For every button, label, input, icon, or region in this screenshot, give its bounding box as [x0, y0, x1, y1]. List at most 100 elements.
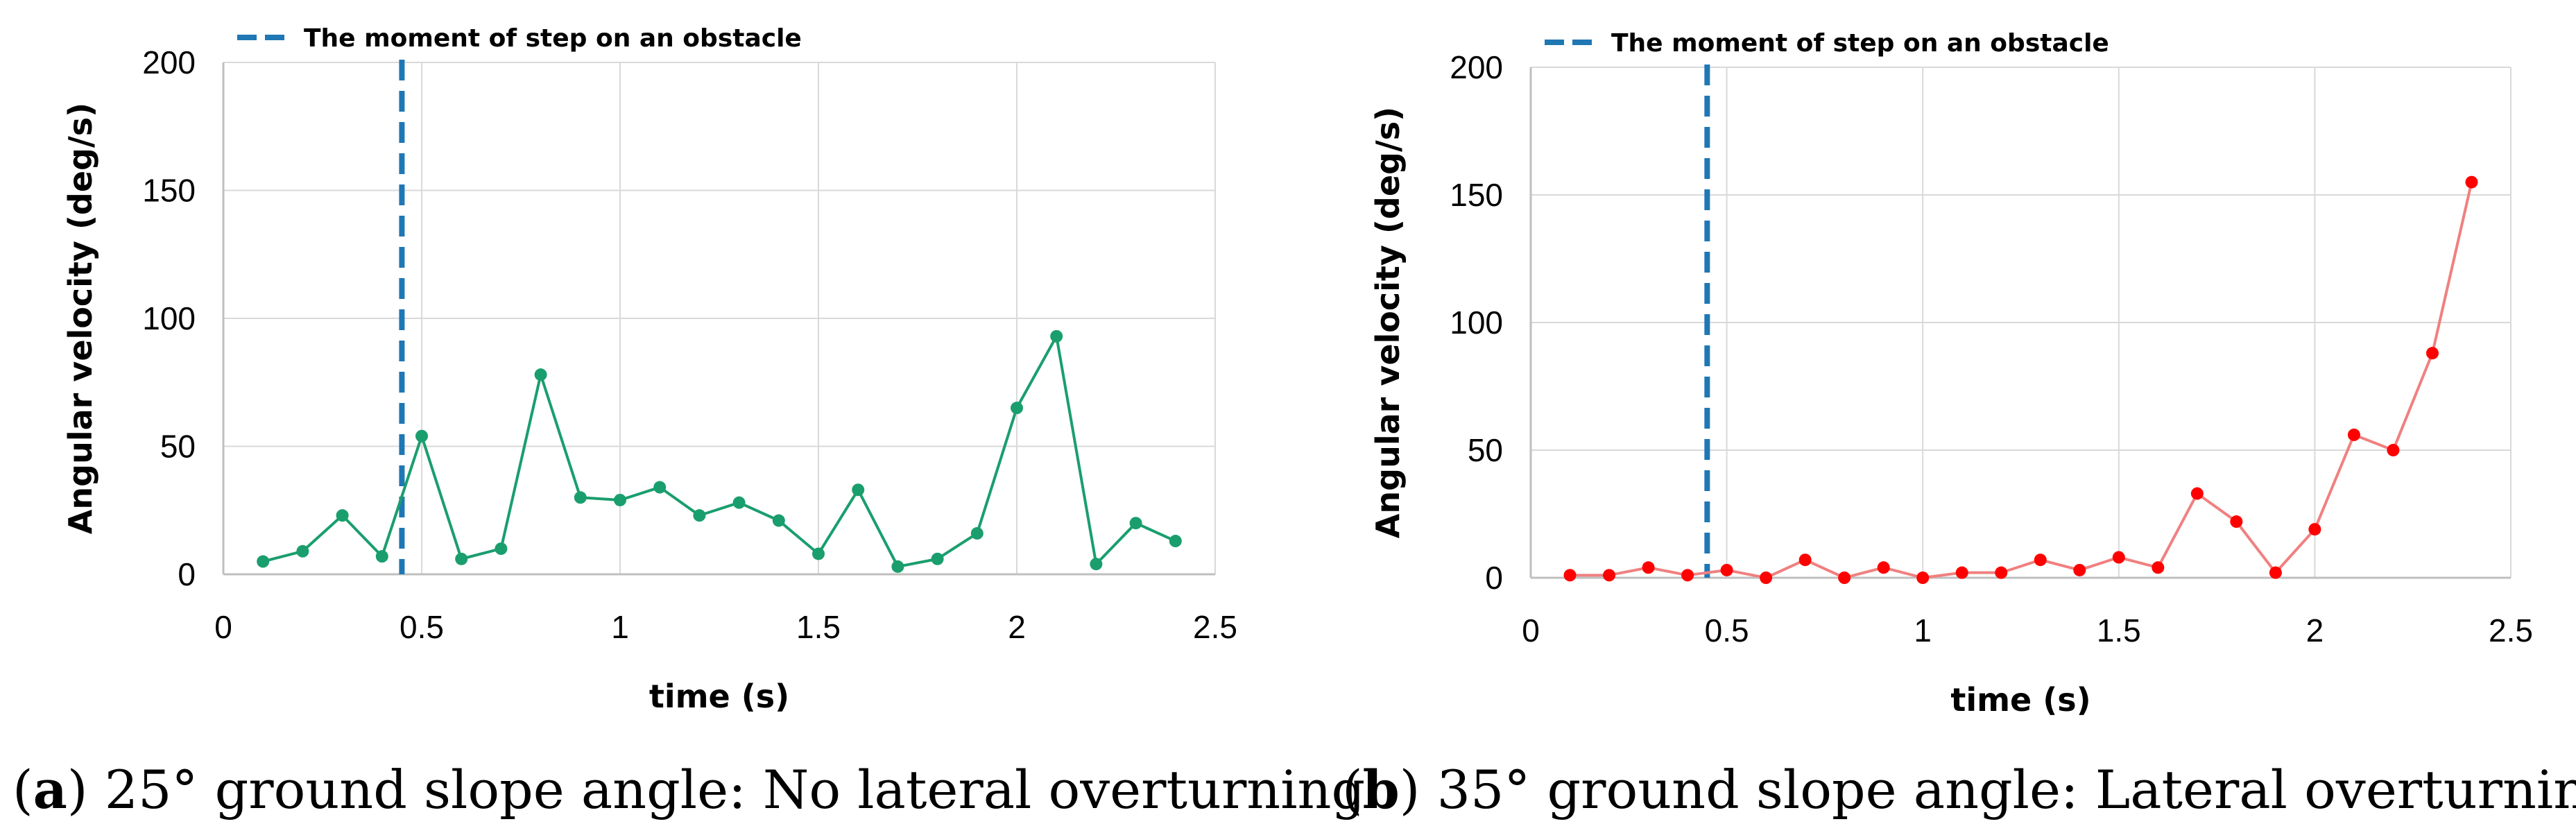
chart-a-x-tick-4: 2	[1008, 609, 1026, 645]
chart-a-point-8	[574, 491, 587, 504]
chart-b-point-21	[2387, 444, 2400, 456]
chart-b-point-15	[2152, 561, 2165, 574]
chart-b-y-tick-3: 150	[1450, 177, 1503, 213]
chart-b-legend-label: The moment of step on an obstacle	[1611, 29, 2109, 58]
chart-b-y-tick-2: 100	[1450, 304, 1503, 341]
chart-b-legend: The moment of step on an obstacle	[1545, 29, 2109, 58]
chart-a-point-9	[614, 493, 626, 506]
chart-b-x-tick-0: 0	[1522, 612, 1540, 649]
chart-b-grid	[1529, 67, 2511, 579]
chart-a-y-tick-1: 50	[160, 429, 196, 465]
chart-b-point-12	[2034, 553, 2047, 567]
chart-b-y-ticks: 0 50 100 150 200	[1450, 49, 1503, 596]
chart-b-point-2	[1642, 561, 1655, 574]
chart-a-caption-paren-close: )	[67, 759, 88, 821]
chart-a-caption-text: 25° ground slope angle: No lateral overt…	[88, 759, 1366, 821]
chart-b-point-16	[2190, 487, 2204, 500]
chart-b-point-18	[2269, 566, 2282, 579]
chart-a-point-22	[1129, 517, 1142, 530]
chart-b-point-6	[1798, 553, 1812, 567]
chart-b-x-tick-5: 2.5	[2489, 612, 2533, 649]
chart-a-x-tick-2: 1	[611, 609, 629, 645]
chart-b-caption: (b) 35° ground slope angle: Lateral over…	[1342, 759, 2576, 821]
chart-a-point-14	[812, 547, 825, 560]
chart-b-point-8	[1877, 561, 1890, 574]
chart-b-point-9	[1916, 572, 1930, 584]
chart-a-caption-letter: a	[33, 759, 67, 821]
chart-a-x-tick-5: 2.5	[1193, 609, 1237, 645]
chart-a-point-7	[534, 368, 547, 381]
chart-a-point-15	[852, 483, 865, 497]
chart-a-point-23	[1169, 535, 1182, 548]
chart-b-caption-paren-close: )	[1400, 759, 1420, 821]
chart-a-x-tick-3: 1.5	[796, 609, 841, 645]
chart-b-point-4	[1720, 563, 1733, 576]
chart-panel-a: 0 50 100 150 200 0 0.5 1 1.5 2 2.5 The moment of …	[12, 24, 1365, 821]
chart-b-point-10	[1955, 566, 1968, 579]
chart-b-series-line	[1570, 182, 2473, 579]
chart-b-x-tick-3: 1.5	[2097, 612, 2141, 649]
chart-a-point-21	[1090, 558, 1103, 571]
chart-b-point-17	[2230, 515, 2243, 529]
chart-b-point-13	[2073, 563, 2086, 576]
chart-a-legend-label: The moment of step on an obstacle	[304, 24, 802, 53]
chart-b-point-23	[2465, 175, 2478, 189]
chart-a-points	[257, 329, 1182, 573]
chart-b-y-tick-0: 0	[1485, 560, 1503, 596]
chart-b-point-14	[2112, 551, 2125, 564]
chart-a-x-axis-label: time (s)	[649, 678, 789, 715]
chart-a-point-10	[653, 481, 667, 494]
chart-b-point-7	[1838, 572, 1851, 584]
chart-a-y-tick-4: 200	[142, 44, 196, 80]
chart-a-grid	[222, 62, 1216, 576]
chart-a-y-tick-2: 100	[142, 300, 196, 336]
chart-a-y-tick-0: 0	[178, 556, 196, 592]
chart-a-point-5	[455, 552, 468, 565]
chart-a-x-tick-0: 0	[214, 609, 232, 645]
chart-panel-b: 0 50 100 150 200 0 0.5 1 1.5 2 2.5 The moment of …	[1342, 29, 2576, 821]
chart-a-point-4	[415, 429, 428, 443]
chart-b-point-0	[1563, 569, 1577, 582]
chart-a-point-18	[970, 526, 984, 540]
chart-b-y-tick-1: 50	[1468, 432, 1503, 468]
chart-b-y-axis-label: Angular velocity (deg/s)	[1369, 107, 1407, 538]
chart-b-caption-text: 35° ground slope angle: Lateral overturn…	[1420, 759, 2576, 821]
chart-b-point-5	[1760, 572, 1773, 584]
chart-b-x-tick-1: 0.5	[1705, 612, 1749, 649]
chart-b-point-11	[1995, 566, 2008, 579]
chart-a-point-0	[257, 555, 270, 568]
chart-a-y-tick-3: 150	[142, 173, 196, 209]
chart-b-point-22	[2425, 347, 2439, 360]
chart-a-point-13	[772, 514, 785, 527]
chart-a-x-tick-1: 0.5	[400, 609, 444, 645]
chart-a-series-line	[262, 334, 1176, 568]
chart-a-point-2	[336, 509, 349, 522]
chart-b-y-tick-4: 200	[1450, 49, 1503, 85]
chart-a-point-3	[375, 550, 388, 563]
chart-b-x-axis-label: time (s)	[1950, 681, 2090, 719]
chart-b-point-1	[1603, 569, 1616, 582]
chart-b-x-tick-2: 1	[1914, 612, 1932, 649]
chart-b-caption-letter: b	[1363, 759, 1400, 821]
chart-a-y-ticks: 0 50 100 150 200	[142, 44, 196, 592]
chart-a-legend: The moment of step on an obstacle	[237, 24, 802, 53]
chart-a-caption-paren-open: (	[12, 759, 33, 821]
chart-b-x-tick-4: 2	[2306, 612, 2324, 649]
chart-b-point-20	[2347, 428, 2360, 441]
chart-a-point-1	[296, 544, 309, 558]
chart-b-x-ticks: 0 0.5 1 1.5 2 2.5	[1522, 612, 2533, 649]
chart-a-point-17	[931, 552, 944, 565]
chart-a-point-20	[1050, 329, 1063, 343]
chart-b-caption-paren-open: (	[1342, 759, 1363, 821]
chart-a-point-19	[1011, 402, 1023, 415]
chart-b-point-3	[1681, 569, 1694, 582]
chart-b-point-19	[2308, 523, 2321, 536]
chart-a-x-ticks: 0 0.5 1 1.5 2 2.5	[214, 609, 1237, 645]
chart-a-point-16	[891, 560, 904, 573]
chart-a-point-6	[495, 542, 508, 556]
chart-b-points	[1563, 175, 2478, 584]
chart-a-y-axis-label: Angular velocity (deg/s)	[62, 103, 99, 534]
chart-a-caption: (a) 25° ground slope angle: No lateral o…	[12, 759, 1365, 821]
chart-a-point-11	[693, 509, 706, 522]
